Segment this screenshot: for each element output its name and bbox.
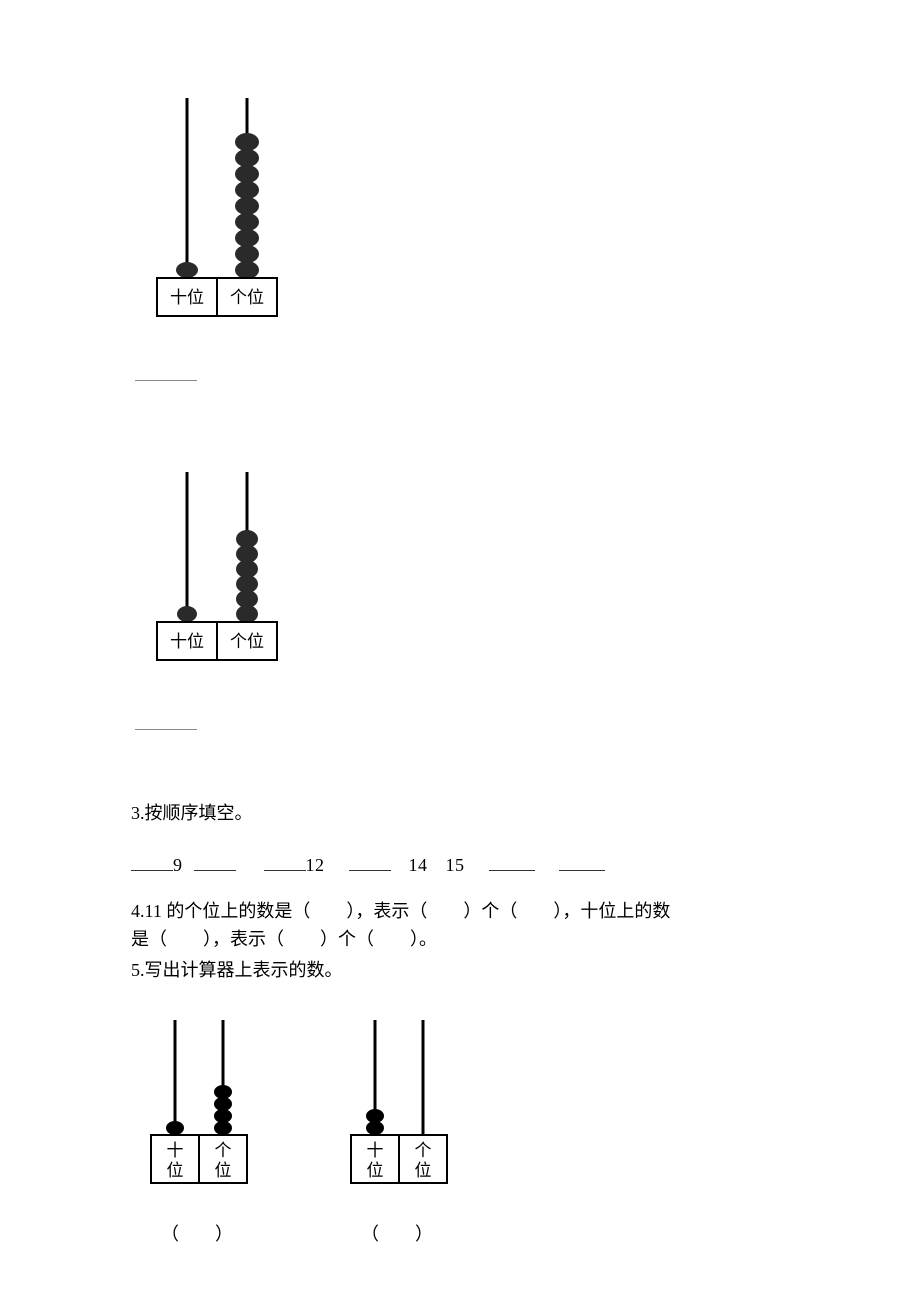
q5b-tens-bot: 位 <box>367 1161 384 1180</box>
q5-abacus-a: 十 位 个 位 <box>139 1012 259 1192</box>
q5-answer-a: （ ） <box>161 1220 233 1246</box>
q3-prompt: 3.按顺序填空。 <box>131 799 791 825</box>
q5b-ones-bot: 位 <box>415 1161 432 1180</box>
q3-num-9: 9 <box>173 855 183 875</box>
q4-line1: 4.11 的个位上的数是（ ），表示（ ）个（ ），十位上的数 <box>131 898 791 926</box>
q3-sequence: 9 12 14 15 <box>131 855 791 876</box>
abacus-2-ones-label: 个位 <box>230 632 264 651</box>
q5-answer-b: （ ） <box>361 1220 433 1246</box>
q5a-ones-bot: 位 <box>215 1161 232 1180</box>
q5-abacus-b: 十 位 个 位 <box>339 1012 459 1192</box>
q3-num-15: 15 <box>446 855 465 875</box>
q5a-tens-bot: 位 <box>167 1161 184 1180</box>
abacus-1-ones-label: 个位 <box>230 288 264 307</box>
q3-num-14: 14 <box>409 855 428 875</box>
answer-line-2 <box>135 717 791 735</box>
q5b-tens-top: 十 <box>367 1141 384 1160</box>
q4-text: 4.11 的个位上的数是（ ），表示（ ）个（ ），十位上的数 是（ ），表示（… <box>131 898 791 954</box>
q3-num-12: 12 <box>306 855 325 875</box>
q5a-ones-top: 个 <box>215 1141 232 1160</box>
abacus-2: 十位 个位 <box>149 462 791 667</box>
q5-abacus-row: 十 位 个 位 十 位 个 位 <box>139 1012 791 1192</box>
q5-prompt: 5.写出计算器上表示的数。 <box>131 956 791 982</box>
answer-line-1 <box>135 368 791 386</box>
abacus-1-svg: 十位 个位 <box>149 88 289 318</box>
abacus-1: 十位 个位 <box>149 88 791 323</box>
abacus-2-svg: 十位 个位 <box>149 462 289 662</box>
abacus-2-tens-label: 十位 <box>170 632 204 651</box>
page-content: 十位 个位 十位 个位 3.按顺序填空。 9 <box>131 0 791 1246</box>
q5-answers: （ ） （ ） <box>131 1220 791 1246</box>
q4-line2: 是（ ），表示（ ）个（ ）。 <box>131 926 791 954</box>
abacus-1-tens-label: 十位 <box>170 288 204 307</box>
q5b-ones-top: 个 <box>415 1141 432 1160</box>
q5a-tens-top: 十 <box>167 1141 184 1160</box>
